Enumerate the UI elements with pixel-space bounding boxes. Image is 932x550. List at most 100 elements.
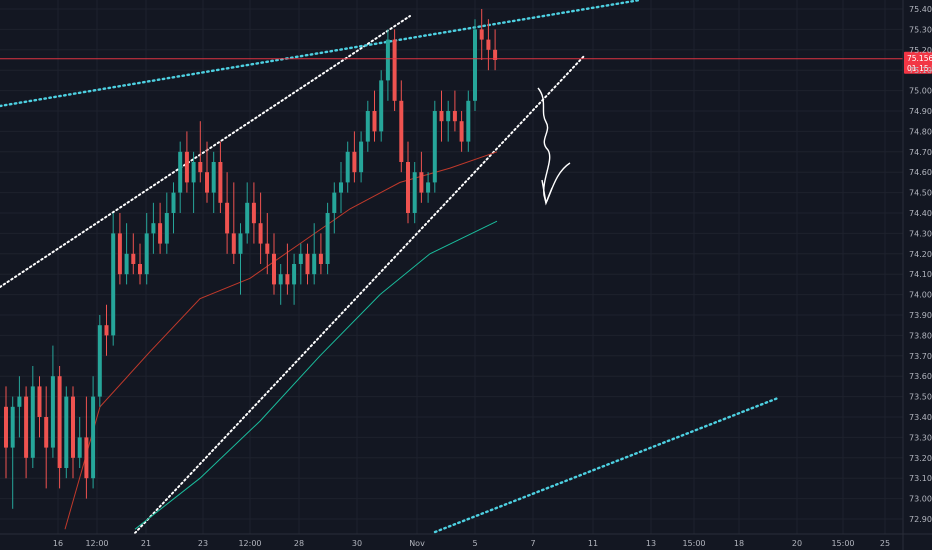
candle bbox=[459, 111, 464, 152]
candle bbox=[24, 386, 29, 479]
price-tick-label: 75.400 bbox=[909, 5, 932, 14]
candle bbox=[406, 141, 410, 224]
candle-body bbox=[339, 182, 343, 193]
time-tick-label: 15:00 bbox=[831, 539, 854, 548]
candle bbox=[473, 19, 477, 111]
candle-body bbox=[392, 39, 397, 101]
candle bbox=[77, 417, 82, 468]
candle bbox=[412, 162, 417, 224]
price-tick-label: 74.800 bbox=[909, 127, 932, 136]
candle bbox=[466, 90, 471, 152]
time-tick-label: 18 bbox=[734, 539, 744, 548]
candle-body bbox=[10, 406, 15, 448]
candle-body bbox=[198, 162, 203, 173]
candle bbox=[117, 213, 122, 285]
candle bbox=[332, 182, 337, 234]
candle-body bbox=[298, 253, 303, 264]
candle bbox=[292, 253, 297, 305]
candle-body bbox=[164, 213, 169, 244]
price-tick-label: 75.000 bbox=[909, 87, 932, 96]
time-tick-label: 11 bbox=[588, 539, 598, 548]
candle-body bbox=[50, 376, 55, 448]
time-tick-label: 15:00 bbox=[682, 539, 705, 548]
candle-body bbox=[144, 233, 149, 275]
price-tick-label: 75.200 bbox=[909, 46, 932, 55]
price-tick-label: 73.500 bbox=[909, 393, 932, 402]
candle bbox=[171, 182, 176, 234]
candle-body bbox=[278, 274, 283, 285]
drawing-layer bbox=[537, 87, 571, 206]
candle-body bbox=[406, 162, 410, 213]
candle bbox=[439, 90, 444, 142]
candle bbox=[124, 223, 129, 285]
candle-body bbox=[359, 141, 364, 173]
candle-body bbox=[325, 213, 330, 264]
candle bbox=[238, 223, 243, 295]
candle bbox=[419, 151, 424, 203]
candle bbox=[64, 386, 69, 479]
candle-body bbox=[77, 437, 82, 458]
candle-body bbox=[4, 406, 8, 448]
candle bbox=[399, 80, 404, 173]
candle-body bbox=[459, 121, 464, 142]
candle bbox=[305, 243, 310, 285]
candle-body bbox=[117, 233, 122, 275]
price-tick-label: 73.100 bbox=[909, 474, 932, 483]
candle-body bbox=[292, 264, 297, 285]
candle-body bbox=[184, 151, 189, 183]
candle-body bbox=[211, 162, 216, 193]
candle-body bbox=[345, 151, 350, 183]
candle bbox=[30, 366, 35, 468]
candle-body bbox=[30, 386, 35, 458]
candle-body bbox=[399, 100, 404, 162]
candle-body bbox=[44, 417, 49, 448]
candle-body bbox=[158, 223, 163, 244]
price-tick-label: 74.300 bbox=[909, 229, 932, 238]
candle-body bbox=[178, 151, 183, 193]
candle bbox=[57, 366, 62, 489]
candle-body bbox=[104, 325, 109, 336]
price-tick-label: 74.200 bbox=[909, 250, 932, 259]
time-tick-label: 12:00 bbox=[238, 539, 261, 548]
candle bbox=[365, 100, 370, 152]
candle-body bbox=[64, 396, 69, 468]
candle-body bbox=[352, 151, 357, 173]
price-tick-label: 75.100 bbox=[909, 66, 932, 75]
price-tick-label: 74.900 bbox=[909, 107, 932, 116]
lower-trendline bbox=[134, 54, 586, 534]
candle-body bbox=[251, 202, 256, 224]
candle bbox=[452, 90, 457, 132]
price-tick-label: 74.100 bbox=[909, 270, 932, 279]
candle bbox=[164, 192, 169, 254]
price-tick-label: 75.300 bbox=[909, 25, 932, 34]
candle bbox=[44, 386, 49, 489]
price-tick-label: 73.400 bbox=[909, 413, 932, 422]
candle bbox=[198, 121, 203, 183]
candle bbox=[285, 243, 290, 295]
price-label: 75.156 bbox=[907, 54, 932, 63]
candle bbox=[345, 141, 350, 193]
candle-body bbox=[24, 396, 29, 458]
candle-body bbox=[245, 202, 250, 234]
candle-body bbox=[151, 223, 156, 234]
price-tick-label: 73.700 bbox=[909, 352, 932, 361]
candle-body bbox=[305, 253, 310, 275]
candle-body bbox=[432, 111, 437, 183]
price-tick-label: 74.000 bbox=[909, 291, 932, 300]
candle-body bbox=[272, 253, 276, 285]
candle bbox=[4, 386, 8, 479]
candle-body bbox=[171, 192, 176, 213]
candle bbox=[205, 141, 209, 203]
candle bbox=[325, 202, 330, 275]
candle bbox=[138, 243, 142, 285]
candle-body bbox=[372, 111, 377, 132]
time-tick-label: 25 bbox=[880, 539, 890, 548]
candle bbox=[71, 386, 75, 479]
candle-body bbox=[452, 111, 457, 122]
candle bbox=[10, 396, 15, 509]
candle bbox=[278, 264, 283, 305]
candle-body bbox=[84, 437, 89, 479]
chart-grid bbox=[0, 0, 903, 534]
